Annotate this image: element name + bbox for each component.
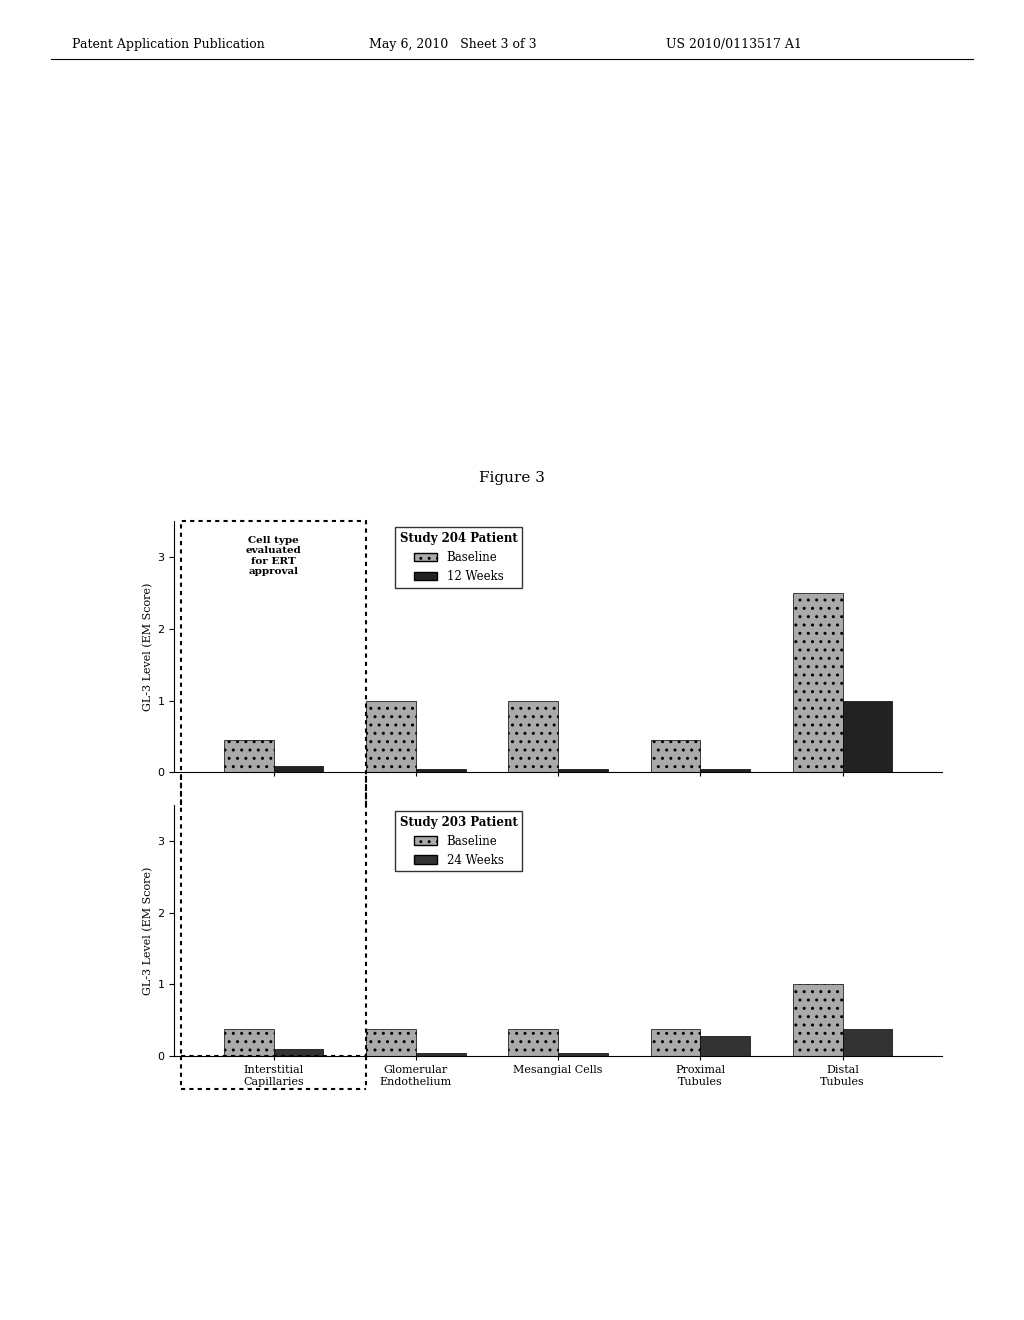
- Text: Cell type
evaluated
for ERT
approval: Cell type evaluated for ERT approval: [246, 536, 301, 576]
- Bar: [508, 701, 558, 772]
- Bar: [843, 1028, 892, 1056]
- Bar: [273, 1049, 324, 1056]
- Legend: Baseline, 12 Weeks: Baseline, 12 Weeks: [395, 527, 522, 587]
- Bar: [367, 701, 416, 772]
- Bar: [793, 985, 843, 1056]
- Bar: [224, 741, 273, 772]
- Text: US 2010/0113517 A1: US 2010/0113517 A1: [666, 37, 802, 50]
- Bar: [367, 1028, 416, 1056]
- Bar: [700, 768, 751, 772]
- Bar: [224, 1028, 273, 1056]
- Bar: [650, 1028, 700, 1056]
- Bar: [508, 1028, 558, 1056]
- Bar: [793, 593, 843, 772]
- Legend: Baseline, 24 Weeks: Baseline, 24 Weeks: [395, 810, 522, 871]
- Bar: [416, 768, 466, 772]
- Text: Patent Application Publication: Patent Application Publication: [72, 37, 264, 50]
- Bar: [843, 701, 892, 772]
- Bar: [700, 1036, 751, 1056]
- Bar: [416, 1053, 466, 1056]
- Text: May 6, 2010   Sheet 3 of 3: May 6, 2010 Sheet 3 of 3: [369, 37, 537, 50]
- Bar: [650, 741, 700, 772]
- Bar: [273, 767, 324, 772]
- Text: Figure 3: Figure 3: [479, 471, 545, 484]
- Y-axis label: GL-3 Level (EM Score): GL-3 Level (EM Score): [142, 866, 153, 995]
- Bar: [558, 1053, 608, 1056]
- Y-axis label: GL-3 Level (EM Score): GL-3 Level (EM Score): [142, 582, 153, 711]
- Bar: [558, 768, 608, 772]
